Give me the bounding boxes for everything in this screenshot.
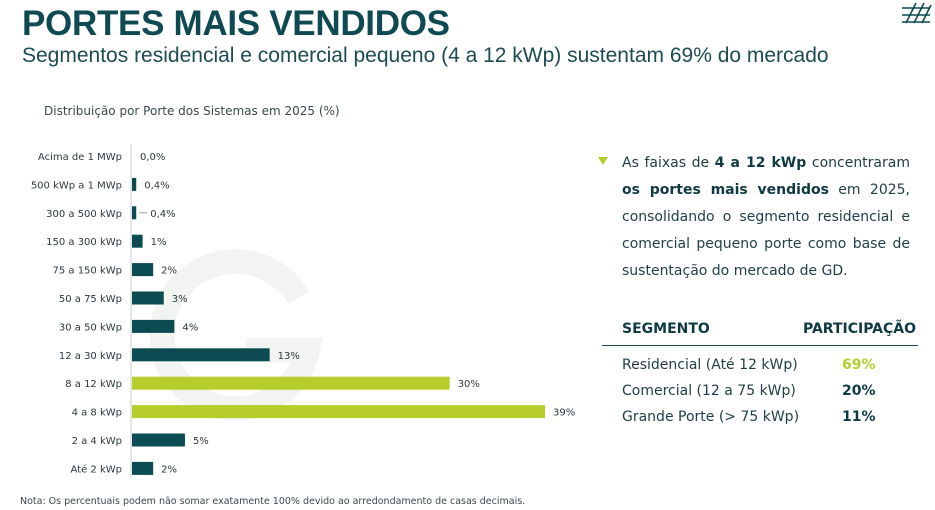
table-cell-segment: Residencial (Até 12 kWp)	[622, 357, 798, 373]
table-cell-share: 11%	[842, 409, 876, 425]
value-label: 2%	[161, 464, 177, 475]
insight-paragraph: As faixas de 4 a 12 kWp concentraram os …	[622, 150, 910, 285]
insight-middle: concentraram	[806, 155, 910, 171]
page-title: PORTES MAIS VENDIDOS	[22, 4, 450, 43]
table-cell-share: 69%	[842, 357, 876, 373]
category-label: 12 a 30 kWp	[59, 351, 122, 362]
value-label: 0,0%	[140, 152, 165, 163]
table-row: Residencial (Até 12 kWp) 69%	[622, 357, 914, 377]
category-label: 30 a 50 kWp	[59, 322, 122, 333]
category-label: 75 a 150 kWp	[52, 266, 122, 277]
value-label: 13%	[278, 351, 300, 362]
category-label: 150 a 300 kWp	[46, 237, 122, 248]
table-cell-segment: Grande Porte (> 75 kWp)	[622, 409, 800, 425]
value-label: 1%	[151, 237, 167, 248]
category-label: 2 a 4 kWp	[72, 436, 122, 447]
table-divider	[602, 345, 918, 346]
value-label: 4%	[182, 322, 198, 333]
chart-title: Distribuição por Porte dos Sistemas em 2…	[44, 104, 340, 118]
category-label: 8 a 12 kWp	[65, 379, 122, 390]
bar	[132, 376, 450, 390]
insight-bold-range: 4 a 12 kWp	[714, 155, 807, 171]
value-label: 2%	[161, 266, 177, 277]
value-label: 0,4%	[150, 209, 175, 220]
insight-prefix: As faixas de	[622, 155, 715, 171]
bar	[132, 206, 137, 220]
table-cell-share: 20%	[842, 383, 876, 399]
table-cell-segment: Comercial (12 a 75 kWp)	[622, 383, 796, 399]
value-label: 0,4%	[144, 180, 169, 191]
category-label: Acima de 1 MWp	[38, 152, 122, 163]
value-label: 30%	[458, 379, 480, 390]
table-row: Comercial (12 a 75 kWp) 20%	[622, 383, 914, 403]
category-label: 500 kWp a 1 MWp	[31, 180, 122, 191]
footnote: Nota: Os percentuais podem não somar exa…	[20, 496, 526, 507]
value-label: 5%	[193, 436, 209, 447]
category-label: 300 a 500 kWp	[46, 209, 122, 220]
bar	[132, 263, 154, 277]
bar	[132, 234, 143, 248]
page-subtitle: Segmentos residencial e comercial pequen…	[22, 44, 829, 67]
table-header-segment: SEGMENTO	[622, 321, 710, 337]
insight-bold-most-sold: os portes mais vendidos	[622, 182, 829, 198]
bar	[132, 319, 175, 333]
bar-chart: Acima de 1 MWp 0,0% 500 kWp a 1 MWp 0,4% 300…	[31, 144, 575, 478]
bar	[132, 433, 185, 447]
brand-logo-icon	[902, 2, 932, 24]
bar	[132, 177, 137, 191]
category-label: 4 a 8 kWp	[72, 408, 122, 419]
category-label: Até 2 kWp	[71, 463, 122, 475]
table-header: SEGMENTO PARTICIPAÇÃO	[622, 321, 917, 337]
bar	[132, 405, 545, 419]
bar	[132, 348, 270, 362]
table-header-share: PARTICIPAÇÃO	[803, 321, 917, 337]
bullet-triangle-icon	[598, 157, 608, 165]
bar	[132, 291, 164, 305]
value-label: 39%	[553, 408, 575, 419]
value-label: 3%	[172, 294, 188, 305]
table-row: Grande Porte (> 75 kWp) 11%	[622, 409, 914, 429]
bar	[132, 461, 154, 475]
category-label: 50 a 75 kWp	[59, 294, 122, 305]
insight-suffix: em 2025, consolidando o segmento residen…	[622, 182, 910, 279]
